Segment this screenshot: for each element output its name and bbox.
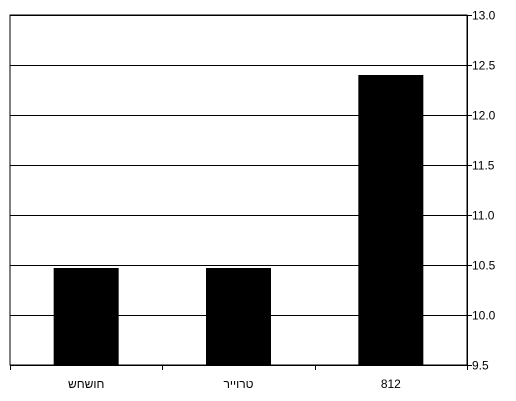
bar — [53, 268, 119, 365]
y-tick-label: 12.0 — [472, 109, 496, 123]
x-tick-label: טרוייר — [223, 377, 253, 391]
axes — [10, 15, 472, 370]
y-tick-label: 10.0 — [472, 309, 496, 323]
y-tick-label: 10.5 — [472, 259, 496, 273]
y-tick-label: 13.0 — [472, 9, 496, 23]
y-tick-label: 11.0 — [472, 209, 495, 223]
x-tick-label: 812 — [381, 377, 401, 391]
bar — [206, 268, 271, 365]
y-tick-labels: 9.5 10.0 10.5 11.0 11.5 12.0 12.5 13.0 — [472, 9, 496, 373]
bar — [358, 75, 424, 365]
x-tick-labels: חושחש טרוייר 812 — [68, 377, 401, 391]
bars — [53, 75, 424, 365]
y-tick-label: 11.5 — [472, 159, 495, 173]
x-tick-label: חושחש — [68, 377, 104, 391]
y-tick-label: 9.5 — [472, 359, 489, 373]
y-tick-label: 12.5 — [472, 59, 496, 73]
